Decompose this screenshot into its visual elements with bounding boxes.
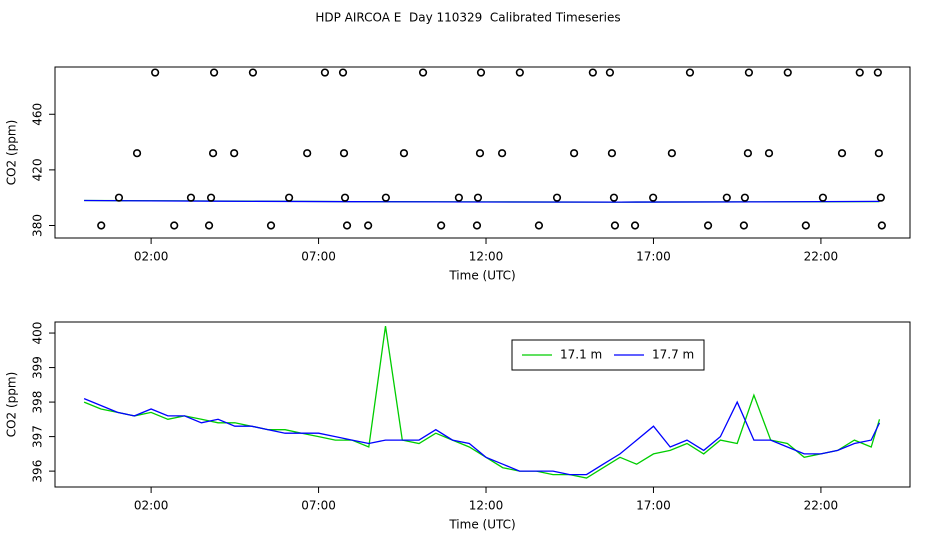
plot-frame [54,66,911,239]
data-point [588,68,597,77]
x-tick-label: 07:00 [301,499,336,513]
data-point [855,68,864,77]
data-point [685,68,695,77]
data-point [764,149,774,158]
data-line [84,199,880,203]
data-point [605,68,615,77]
data-point [320,68,330,77]
data-point [515,68,524,77]
x-tick-label: 22:00 [804,499,839,513]
legend-label: 17.1 m [560,348,602,362]
data-line [83,397,881,476]
data-point [206,193,216,202]
plot-frame [54,321,911,488]
y-tick-label: 399 [31,356,45,379]
x-tick-label: 12:00 [469,499,504,513]
data-point [649,193,658,202]
y-tick-label: 420 [31,158,45,181]
legend-label: 17.7 m [652,348,694,362]
data-point [208,149,218,158]
data-point [339,149,349,158]
data-point [475,149,485,158]
data-point [399,149,409,158]
data-point [472,221,482,230]
data-point [873,68,882,77]
data-point [610,221,620,230]
data-point [97,221,106,230]
data-point [609,193,619,202]
data-point [607,149,617,158]
data-point [418,68,428,77]
x-tick-label: 22:00 [804,250,839,264]
data-point [454,193,463,202]
y-tick-label: 460 [31,103,45,126]
data-point [630,221,640,230]
data-point [381,193,390,202]
data-point [740,193,749,202]
data-point [209,68,219,77]
data-point [204,221,214,230]
data-point [473,193,483,202]
data-point [230,149,239,158]
x-tick-label: 12:00 [469,250,504,264]
data-point [534,221,544,230]
data-point [837,149,847,158]
data-point [877,221,886,230]
data-point [783,68,792,77]
data-point [364,221,373,230]
x-tick-label: 02:00 [134,250,169,264]
data-point [876,193,885,202]
y-tick-label: 396 [31,460,45,483]
data-point [476,68,486,77]
x-tick-label: 07:00 [301,250,336,264]
x-tick-label: 17:00 [636,250,671,264]
x-axis-label: Time (UTC) [448,269,515,283]
y-tick-label: 397 [31,425,45,448]
data-point [703,221,713,230]
data-point [801,221,810,230]
data-point [739,221,748,230]
data-point [151,68,160,77]
data-point [342,221,352,230]
y-tick-label: 398 [31,391,45,414]
data-point [114,193,124,202]
data-point [497,149,507,158]
data-point [818,193,828,202]
x-axis-label: Time (UTC) [448,518,515,532]
data-point [874,149,883,158]
data-point [186,193,196,202]
y-axis-label: CO2 (ppm) [5,372,19,438]
y-tick-label: 380 [31,214,45,237]
data-point [266,221,276,230]
data-point [552,193,562,202]
data-point [743,149,753,158]
y-axis-label: CO2 (ppm) [5,120,19,186]
page-title: HDP AIRCOA E Day 110329 Calibrated Times… [315,11,620,25]
data-point [248,68,258,77]
data-point [132,149,142,158]
data-point [722,193,731,202]
data-point [437,221,446,230]
y-tick-label: 400 [31,322,45,345]
data-line [83,326,881,479]
data-point [338,68,348,77]
data-point [744,68,754,77]
data-point [667,149,676,158]
data-point [303,149,312,158]
data-point [284,193,294,202]
data-point [340,193,350,202]
x-tick-label: 17:00 [636,499,671,513]
data-point [170,221,179,230]
data-point [569,149,579,158]
x-tick-label: 02:00 [134,499,169,513]
